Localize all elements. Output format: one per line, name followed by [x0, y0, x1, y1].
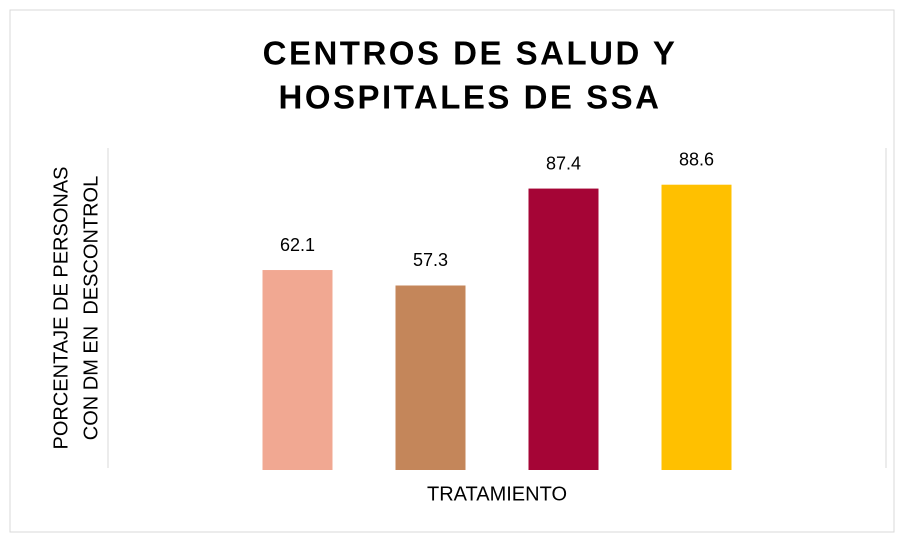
y-axis-label: CON DM EN DESCONTROL [80, 176, 102, 440]
value-label: 57.3 [413, 250, 448, 270]
bar [528, 188, 599, 470]
chart-title: CENTROS DE SALUD Y [263, 35, 678, 72]
x-axis-label: TRATAMIENTO [427, 483, 567, 505]
y-axis-label: PORCENTAJE DE PERSONAS [50, 166, 72, 449]
bar [262, 270, 333, 470]
value-label: 62.1 [280, 235, 315, 255]
bar [395, 285, 466, 470]
value-label: 87.4 [546, 153, 581, 173]
value-label: 88.6 [679, 149, 714, 169]
chart-border [9, 9, 895, 533]
bar [661, 184, 732, 470]
chart-title: HOSPITALES DE SSA [279, 79, 662, 116]
